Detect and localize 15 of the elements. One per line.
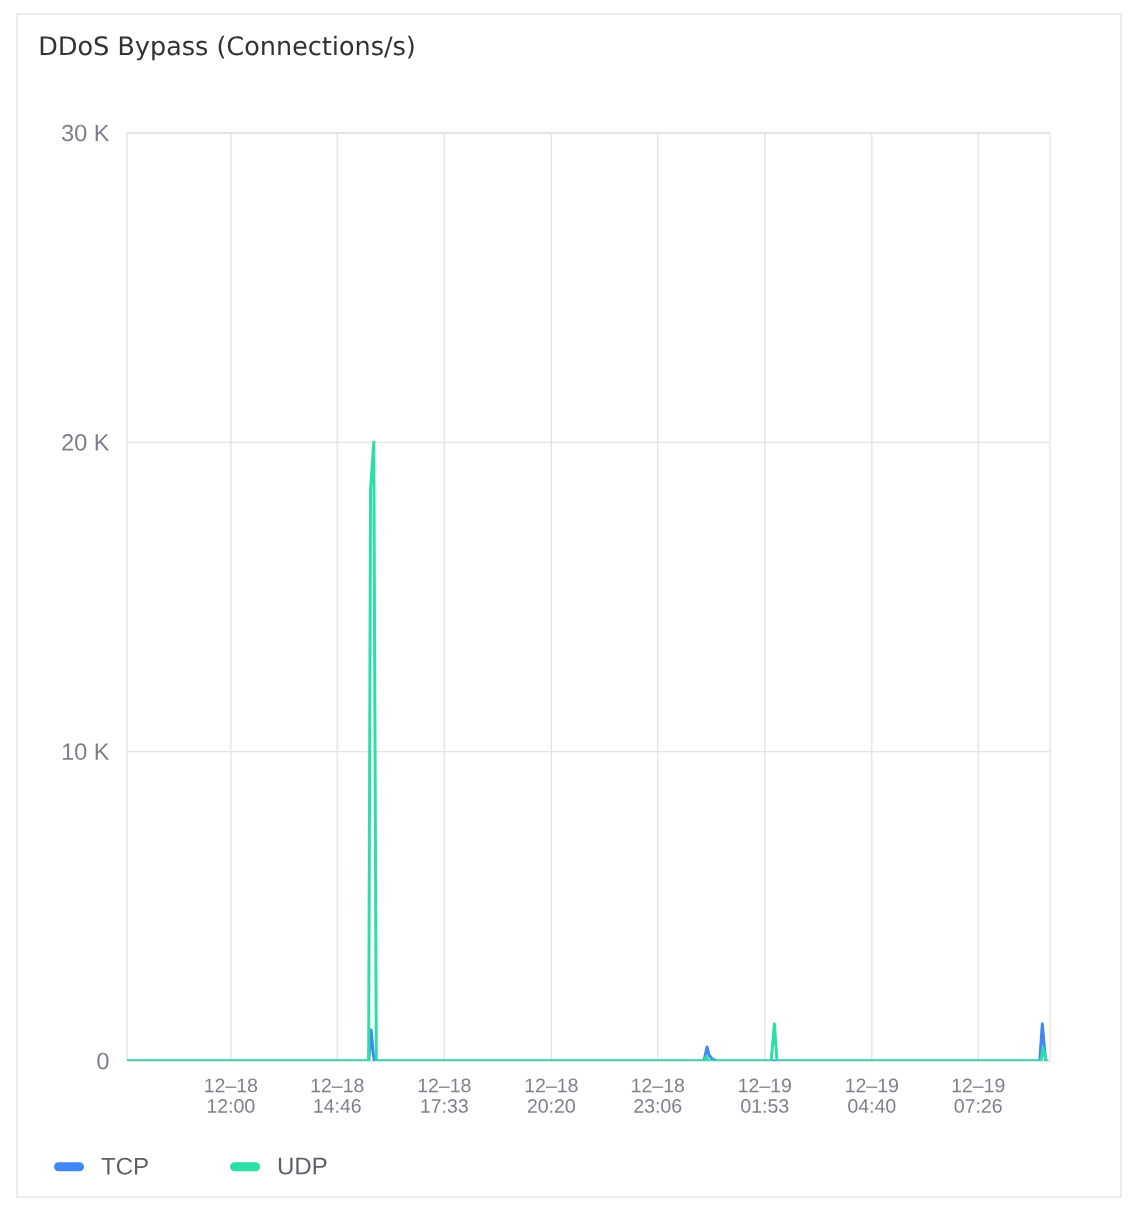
- x-tick-label: 12–18 23:06: [632, 1078, 684, 1113]
- x-tick-label: 12–18 12:00: [205, 1078, 258, 1113]
- y-tick-label: 20 K: [62, 434, 110, 451]
- legend-label: TCP: [101, 1157, 148, 1175]
- y-tick-label: 0: [97, 1052, 109, 1070]
- x-tick-label: 12–19 04:40: [846, 1078, 898, 1113]
- legend-label: UDP: [278, 1157, 327, 1175]
- x-tick-label: 12–18 14:46: [311, 1078, 364, 1113]
- x-tick-label: 12–18 17:33: [418, 1078, 471, 1113]
- x-tick-label: 12–19 07:26: [952, 1078, 1005, 1113]
- y-tick-label: 10 K: [62, 743, 110, 760]
- x-tick-label: 12–19 01:53: [739, 1078, 791, 1113]
- x-tick-label: 12–18 20:20: [525, 1078, 578, 1113]
- chart-title: DDoS Bypass (Connections/s): [40, 35, 414, 61]
- y-tick-label: 30 K: [62, 124, 110, 142]
